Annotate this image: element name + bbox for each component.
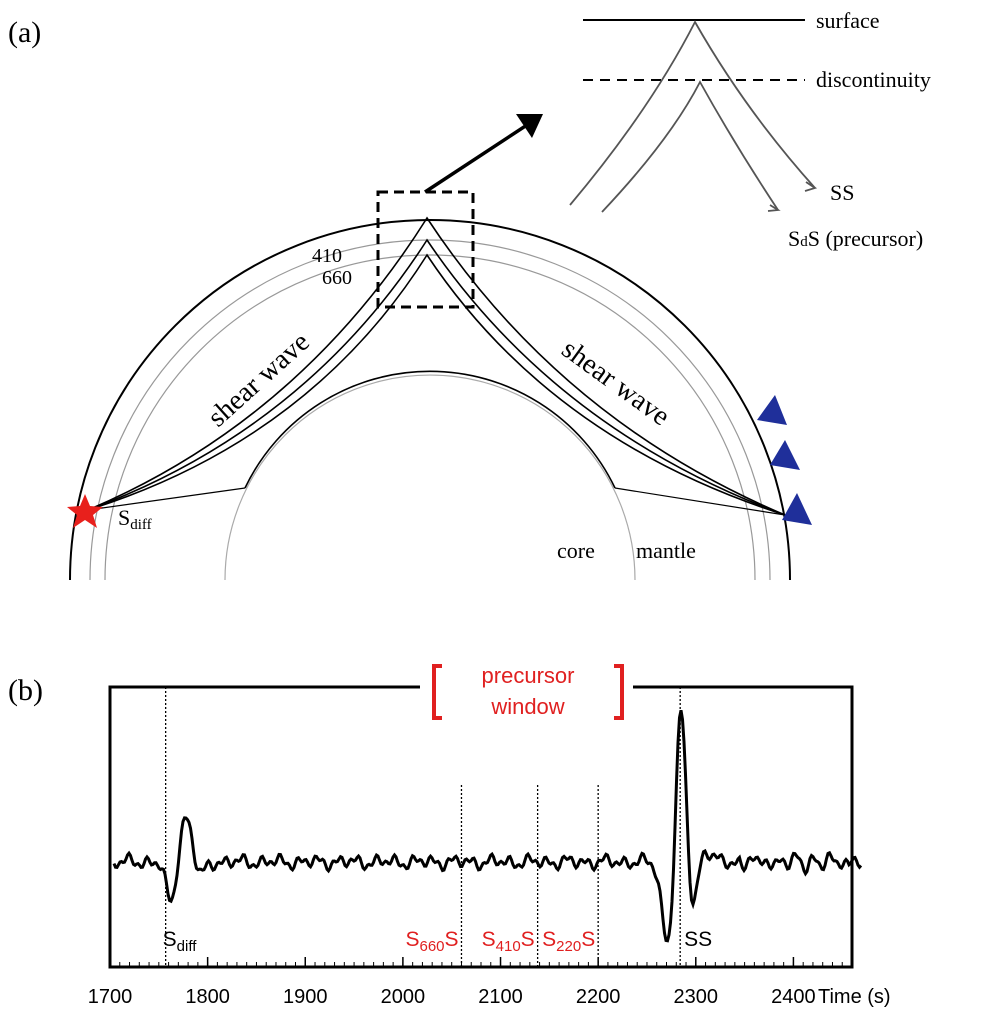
discontinuity-label: discontinuity <box>816 67 931 92</box>
s410s-ray <box>87 238 786 516</box>
window-label: precursor <box>482 663 575 688</box>
sds-rest: S (precursor) <box>808 226 923 251</box>
phase-base: S <box>405 928 419 951</box>
seismogram <box>112 709 863 943</box>
sds-sub: d <box>800 234 808 250</box>
x-tick-label: 2400 <box>771 986 816 1008</box>
sdiff-base: S <box>118 505 130 530</box>
panel-label: (b) <box>8 674 43 707</box>
depth-label: 660 <box>322 267 352 289</box>
inset-arrowheads <box>767 181 818 212</box>
x-tick-label: 2000 <box>381 986 426 1008</box>
core-outline <box>244 370 616 489</box>
source-star <box>67 494 103 528</box>
phase-base: S <box>482 928 496 951</box>
phase-sub: 220 <box>556 938 581 955</box>
phase-sub: 660 <box>419 938 444 955</box>
surface-arc <box>69 219 791 581</box>
phase-base: S <box>542 928 556 951</box>
d660-arc <box>104 254 756 581</box>
d410-arc <box>89 239 771 581</box>
phase-base: SS <box>684 928 712 951</box>
core-label: core <box>557 538 595 563</box>
x-tick-label: 2100 <box>478 986 523 1008</box>
x-tick-label: 1900 <box>283 986 328 1008</box>
mantle-label: mantle <box>636 538 696 563</box>
x-tick-label: 2200 <box>576 986 621 1008</box>
panel-a-labels: surface discontinuity SS SdS (precursor)… <box>118 8 931 563</box>
axis-frame <box>108 685 854 969</box>
sdiff-label: Sdiff <box>118 505 152 533</box>
phase-label: S410S <box>482 928 535 955</box>
inset <box>569 19 818 213</box>
x-tick-label: 1700 <box>88 986 133 1008</box>
zoom-arrow <box>424 121 531 194</box>
sds-base: S <box>788 226 800 251</box>
phase-sub: 410 <box>496 938 521 955</box>
phase-label: S220S <box>542 928 595 955</box>
ss-label: SS <box>830 180 854 205</box>
inset-sds-ray <box>601 80 779 213</box>
x-axis-label: Time (s) <box>818 986 891 1008</box>
phase-base: S <box>163 928 177 951</box>
phase-rest: S <box>581 928 595 951</box>
panel-label: (a) <box>8 16 41 49</box>
sdiff-ray <box>87 487 786 516</box>
inset-ss-ray <box>569 20 816 206</box>
sds-label: SdS (precursor) <box>788 226 923 251</box>
bracket <box>432 664 624 720</box>
core-arc <box>224 374 636 581</box>
phase-label: S660S <box>405 928 458 955</box>
phase-rest: S <box>445 928 459 951</box>
surface-label: surface <box>816 8 880 33</box>
station-triangles <box>757 395 812 525</box>
phase-label: SS <box>684 928 712 951</box>
phase-sub: diff <box>177 938 198 955</box>
sdiff-sub: diff <box>130 517 151 533</box>
ss-ray <box>87 216 786 516</box>
seismogram-panel: precursor window 1700 1800 1900 2000 2100 2200 2… <box>88 663 891 1008</box>
phase-rest: S <box>521 928 535 951</box>
window-label: window <box>490 694 564 719</box>
arrow-head <box>516 114 543 138</box>
s660s-ray <box>87 253 786 516</box>
zoom-box <box>376 190 475 309</box>
depth-label: 410 <box>312 245 342 267</box>
shear-wave-label: shear wave <box>202 326 316 433</box>
x-tick-label: 2300 <box>674 986 719 1008</box>
x-tick-label: 1800 <box>185 986 230 1008</box>
phase-label: Sdiff <box>163 928 198 955</box>
earth-cross-section <box>69 114 791 581</box>
